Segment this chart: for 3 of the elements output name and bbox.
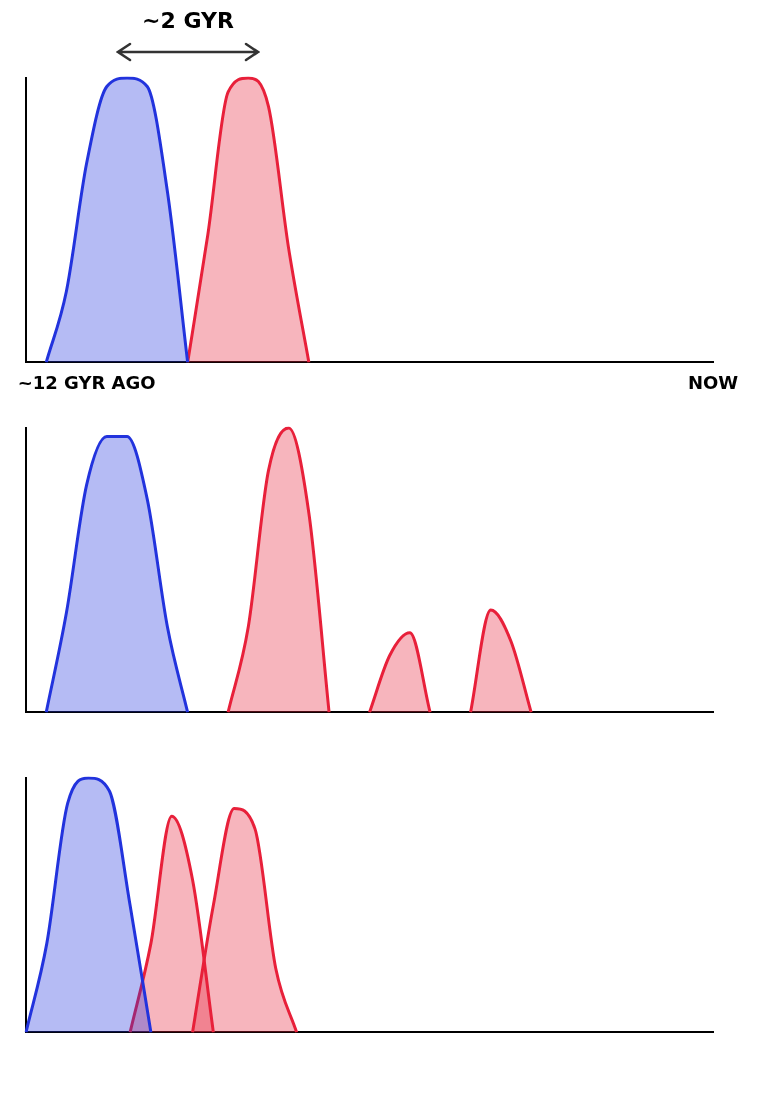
x-tick-label: ~12 GYR AGO bbox=[17, 371, 156, 393]
text: ~2 GYR bbox=[141, 8, 235, 33]
x-tick-label: NOW bbox=[687, 371, 739, 393]
